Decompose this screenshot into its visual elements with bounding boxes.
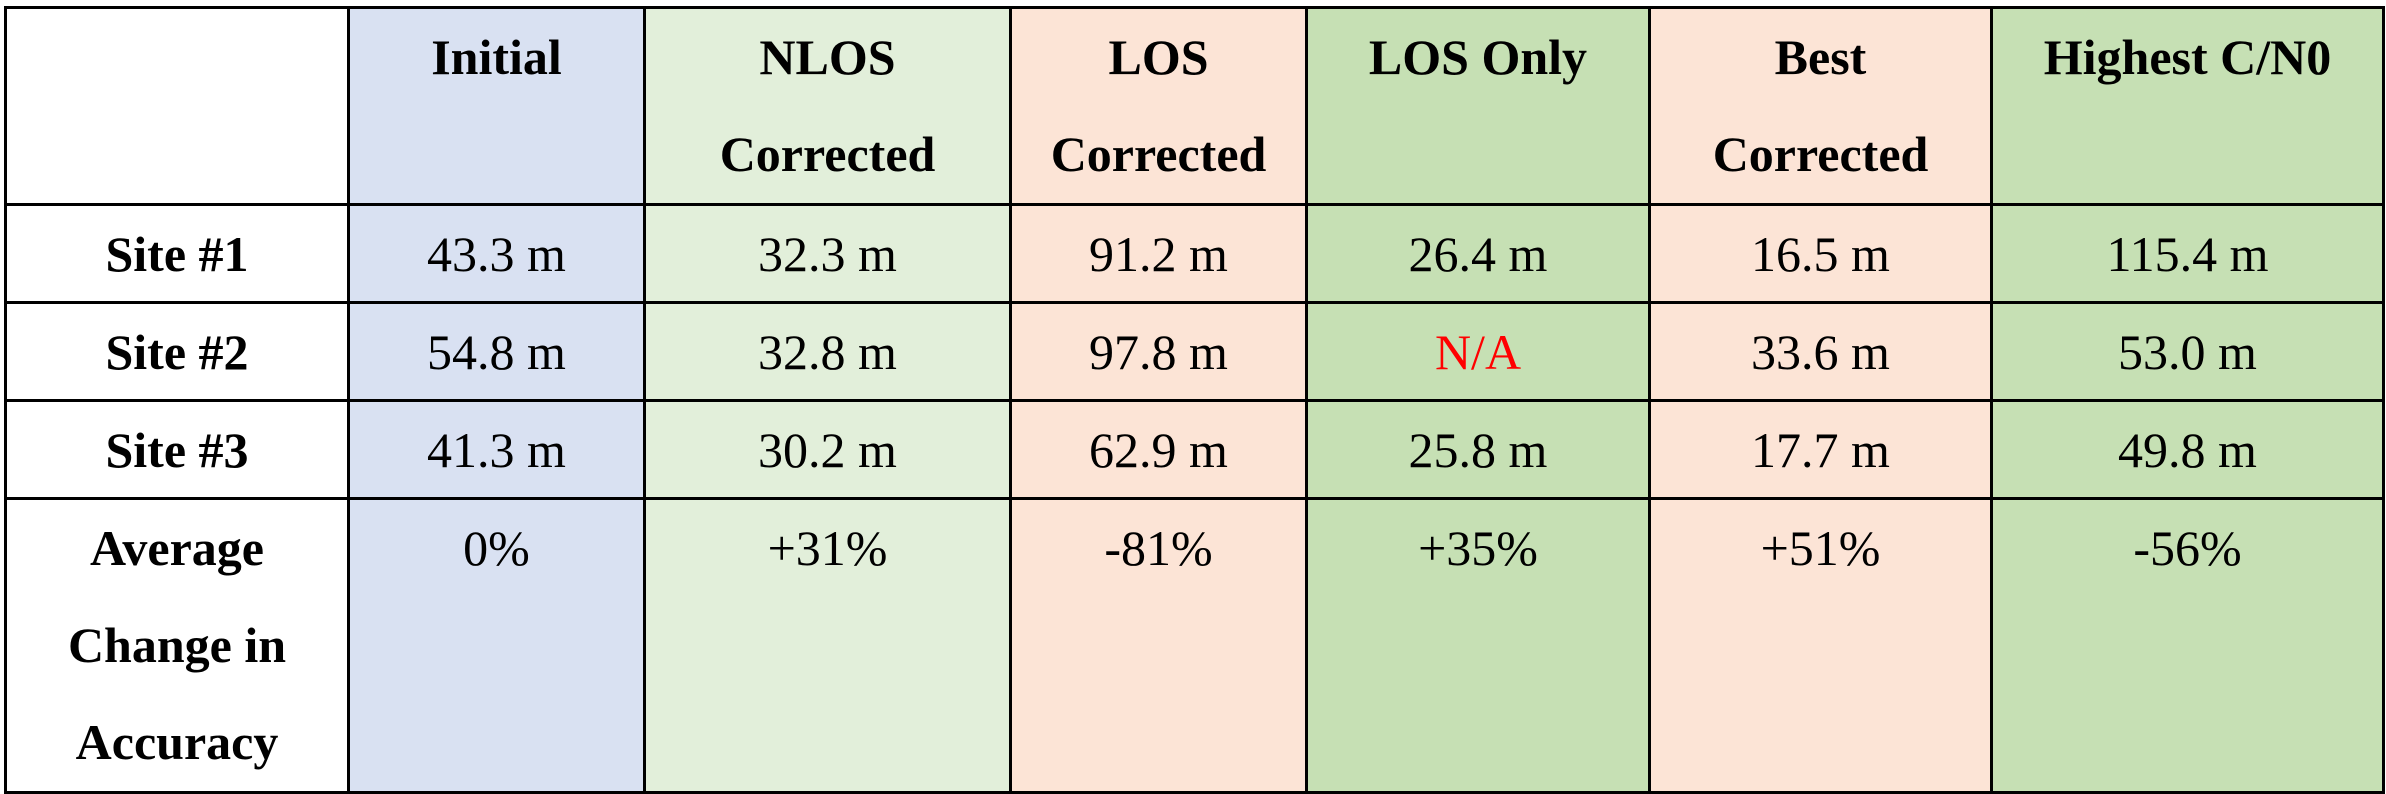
- header-initial-line-1: Initial: [431, 29, 562, 85]
- average-label-line-1: Average: [90, 520, 264, 576]
- cell-best-corrected: 33.6 m: [1648, 301, 1993, 402]
- header-blank-cell: [4, 6, 350, 206]
- header-los-corrected: LOS Corrected: [1009, 6, 1308, 206]
- row-label: Site #3: [4, 399, 350, 500]
- avg-cell-los-corrected: -81%: [1009, 497, 1308, 794]
- cell-initial: 41.3 m: [347, 399, 646, 500]
- header-nlos-corrected: NLOS Corrected: [643, 6, 1012, 206]
- cell-los-only: 25.8 m: [1305, 399, 1651, 500]
- header-initial: Initial: [347, 6, 646, 206]
- header-losonly-line-1: LOS Only: [1368, 29, 1588, 85]
- average-row-label: Average Change in Accuracy: [4, 497, 350, 794]
- cell-best-corrected: 17.7 m: [1648, 399, 1993, 500]
- row-label: Site #1: [4, 203, 350, 304]
- avg-cell-nlos-corrected: +31%: [643, 497, 1012, 794]
- table-row-site-2: Site #2 54.8 m 32.8 m 97.8 m N/A 33.6 m …: [4, 301, 2385, 402]
- cell-initial: 43.3 m: [347, 203, 646, 304]
- header-best-corrected: Best Corrected: [1648, 6, 1993, 206]
- cell-los-corrected: 62.9 m: [1009, 399, 1308, 500]
- cell-highest-cn0: 115.4 m: [1990, 203, 2385, 304]
- table-row-site-1: Site #1 43.3 m 32.3 m 91.2 m 26.4 m 16.5…: [4, 203, 2385, 304]
- cell-los-corrected: 97.8 m: [1009, 301, 1308, 402]
- header-row: Initial NLOS Corrected LOS Corrected LOS…: [4, 6, 2385, 206]
- cell-nlos-corrected: 32.8 m: [643, 301, 1012, 402]
- cell-los-only: 26.4 m: [1305, 203, 1651, 304]
- header-nlos-line-2: Corrected: [719, 126, 936, 182]
- table-row-site-3: Site #3 41.3 m 30.2 m 62.9 m 25.8 m 17.7…: [4, 399, 2385, 500]
- cell-highest-cn0: 53.0 m: [1990, 301, 2385, 402]
- cell-nlos-corrected: 32.3 m: [643, 203, 1012, 304]
- cell-los-only-na: N/A: [1305, 301, 1651, 402]
- cell-best-corrected: 16.5 m: [1648, 203, 1993, 304]
- avg-cell-highest-cn0: -56%: [1990, 497, 2385, 794]
- header-best-line-2: Corrected: [1712, 126, 1929, 182]
- header-cn0-line-1: Highest C/N0: [2043, 29, 2332, 85]
- cell-los-corrected: 91.2 m: [1009, 203, 1308, 304]
- header-los-line-1: LOS: [1108, 29, 1209, 85]
- avg-cell-initial: 0%: [347, 497, 646, 794]
- header-nlos-line-1: NLOS: [759, 29, 896, 85]
- cell-highest-cn0: 49.8 m: [1990, 399, 2385, 500]
- header-highest-cn0: Highest C/N0: [1990, 6, 2385, 206]
- header-los-only: LOS Only: [1305, 6, 1651, 206]
- results-table: Initial NLOS Corrected LOS Corrected LOS…: [4, 6, 2385, 794]
- header-best-line-1: Best: [1774, 29, 1867, 85]
- table-row-average-change: Average Change in Accuracy 0% +31% -81% …: [4, 497, 2385, 794]
- cell-initial: 54.8 m: [347, 301, 646, 402]
- row-label: Site #2: [4, 301, 350, 402]
- average-label-line-2: Change in: [67, 617, 287, 673]
- average-label-line-3: Accuracy: [75, 714, 279, 770]
- avg-cell-los-only: +35%: [1305, 497, 1651, 794]
- header-los-line-2: Corrected: [1050, 126, 1267, 182]
- cell-nlos-corrected: 30.2 m: [643, 399, 1012, 500]
- avg-cell-best-corrected: +51%: [1648, 497, 1993, 794]
